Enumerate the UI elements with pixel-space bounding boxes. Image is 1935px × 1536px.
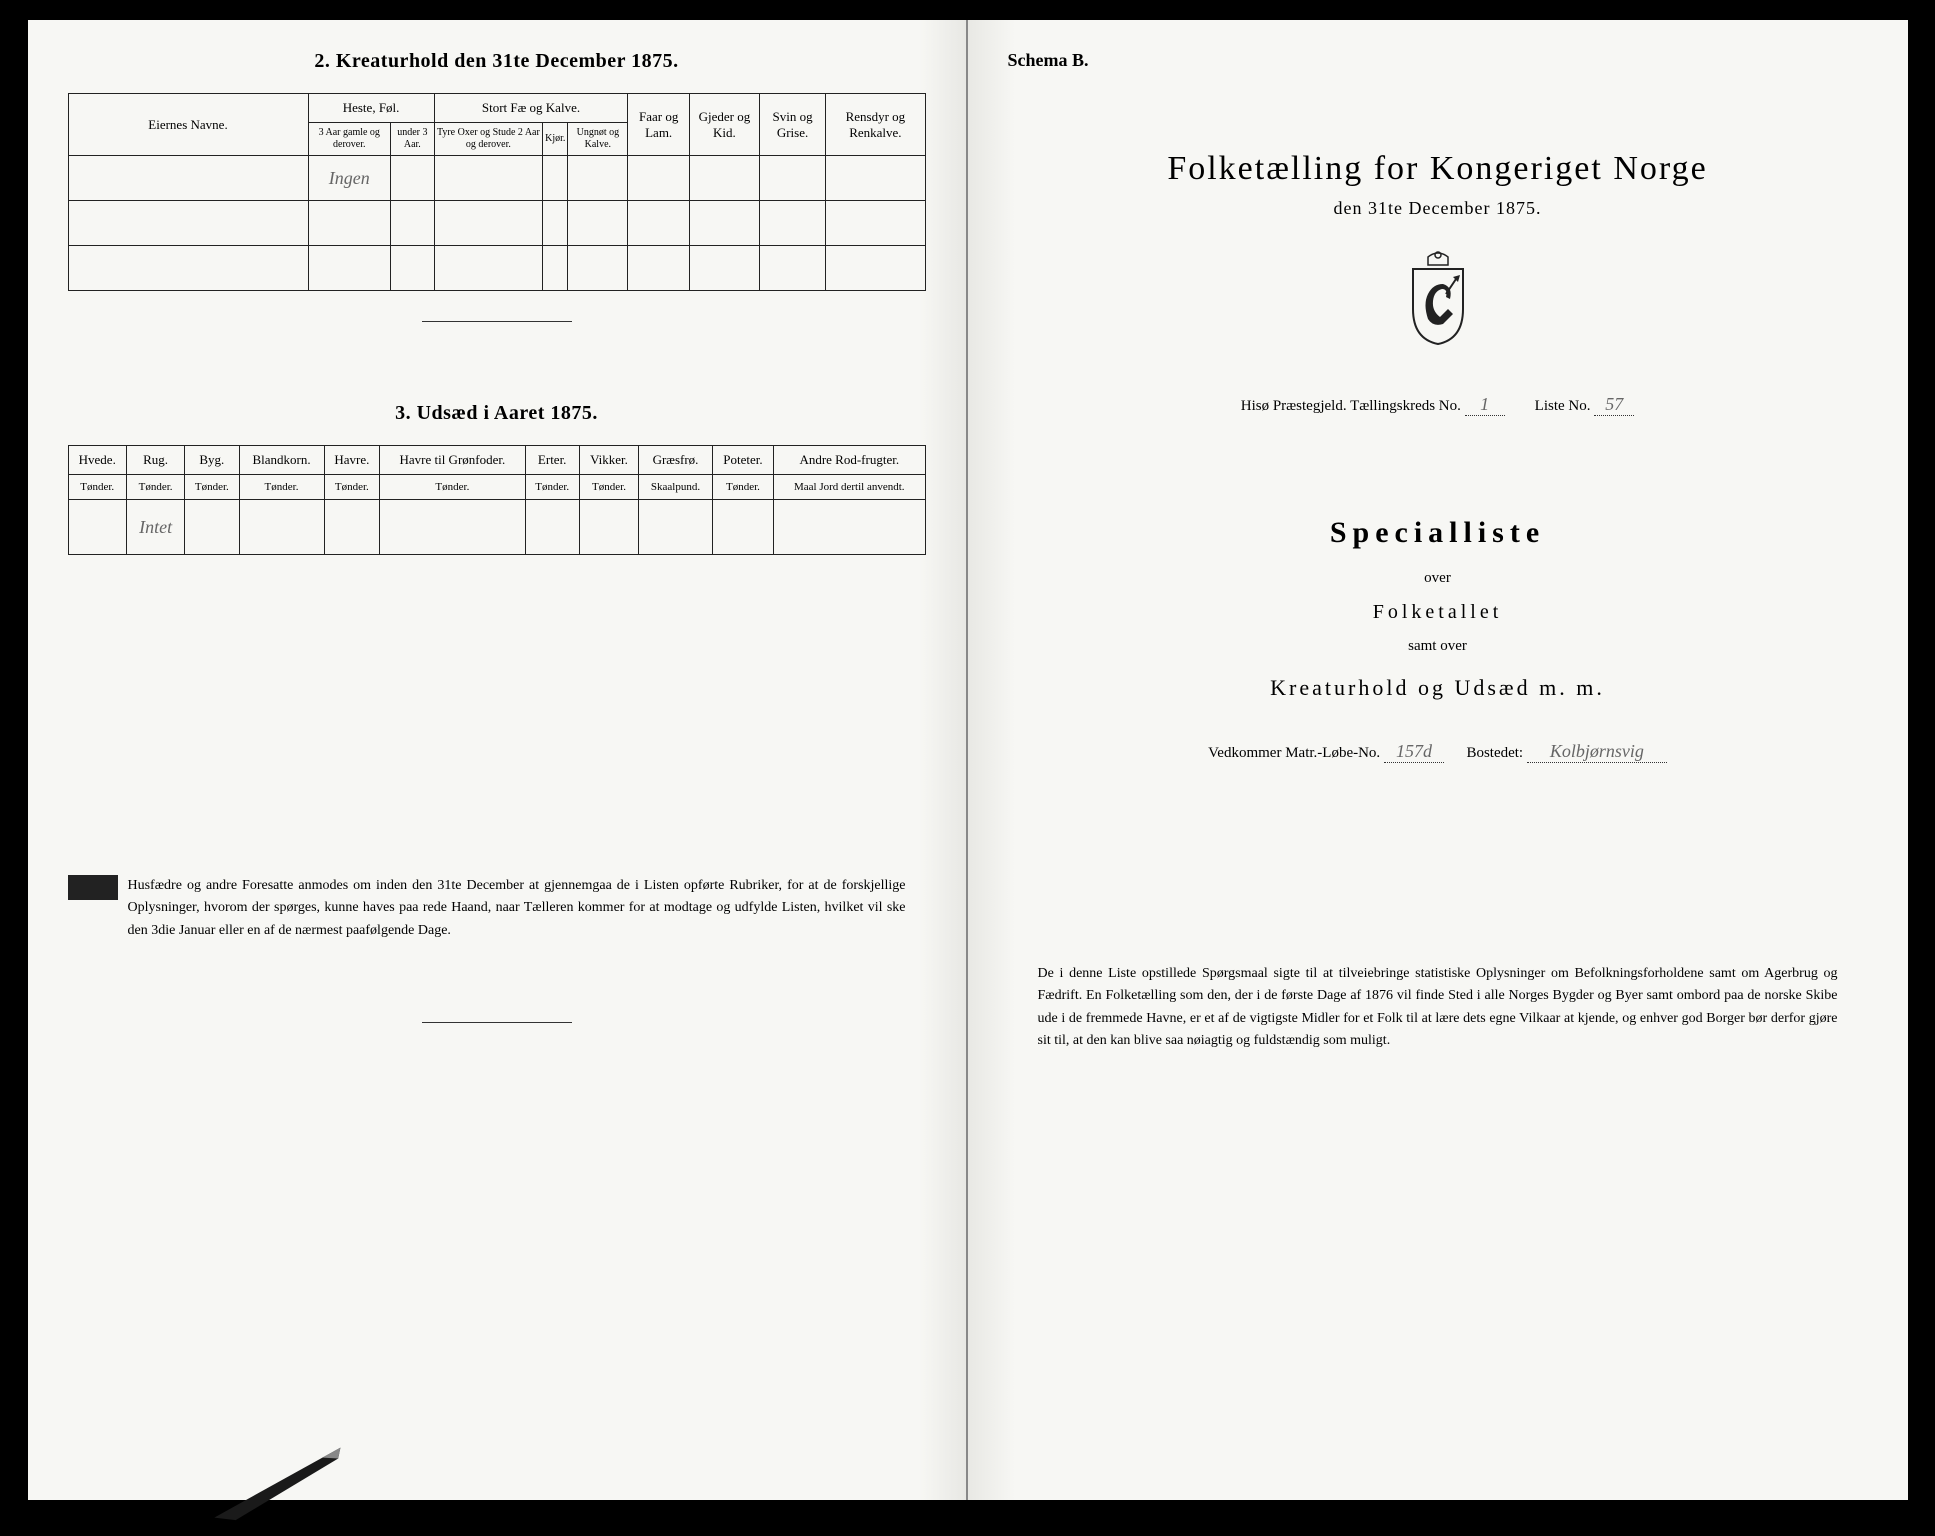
col-hvede: Hvede. bbox=[68, 446, 126, 475]
col-vikker: Vikker. bbox=[579, 446, 638, 475]
table-row: Ingen bbox=[68, 156, 925, 201]
divider bbox=[422, 1022, 572, 1023]
sub-heste1: 3 Aar gamle og derover. bbox=[308, 123, 391, 156]
folketallet-label: Folketallet bbox=[1008, 601, 1868, 624]
unit: Tønder. bbox=[324, 475, 380, 500]
unit: Skaalpund. bbox=[639, 475, 713, 500]
col-faar: Faar og Lam. bbox=[628, 94, 690, 156]
over-label: over bbox=[1008, 570, 1868, 587]
udsaed-table: Hvede. Rug. Byg. Blandkorn. Havre. Havre… bbox=[68, 445, 926, 555]
col-havre: Havre. bbox=[324, 446, 380, 475]
vedkommer-label1: Vedkommer Matr.-Løbe-No. bbox=[1208, 745, 1380, 761]
unit: Tønder. bbox=[712, 475, 773, 500]
samt-over-label: samt over bbox=[1008, 638, 1868, 655]
right-footnote: De i denne Liste opstillede Spørgsmaal s… bbox=[1008, 963, 1868, 1053]
pointing-hand-icon bbox=[68, 875, 118, 900]
book-spread: 2. Kreaturhold den 31te December 1875. E… bbox=[28, 20, 1908, 1500]
unit: Tønder. bbox=[525, 475, 579, 500]
schema-label: Schema B. bbox=[1008, 50, 1089, 71]
col-svin: Svin og Grise. bbox=[759, 94, 825, 156]
kreaturhold-table: Eiernes Navne. Heste, Føl. Stort Fæ og K… bbox=[68, 93, 926, 291]
section2-title: 2. Kreaturhold den 31te December 1875. bbox=[68, 50, 926, 73]
col-gjeder: Gjeder og Kid. bbox=[690, 94, 760, 156]
table-row bbox=[68, 246, 925, 291]
right-page: Schema B. Folketælling for Kongeriget No… bbox=[968, 20, 1908, 1500]
col-erter: Erter. bbox=[525, 446, 579, 475]
col-graesfro: Græsfrø. bbox=[639, 446, 713, 475]
parish-line: Hisø Præstegjeld. Tællingskreds No. 1 Li… bbox=[1008, 394, 1868, 416]
col-rensdyr: Rensdyr og Renkalve. bbox=[826, 94, 925, 156]
unit: Tønder. bbox=[380, 475, 525, 500]
bostedet: Kolbjørnsvig bbox=[1527, 741, 1667, 763]
divider bbox=[422, 321, 572, 322]
handwritten-intet: Intet bbox=[126, 500, 184, 555]
unit: Tønder. bbox=[579, 475, 638, 500]
matr-lobe-no: 157d bbox=[1384, 741, 1444, 763]
footnote-text: Husfædre og andre Foresatte anmodes om i… bbox=[128, 878, 906, 938]
main-title: Folketælling for Kongeriget Norge bbox=[1008, 150, 1868, 188]
handwritten-ingen: Ingen bbox=[308, 156, 391, 201]
liste-no: 57 bbox=[1594, 394, 1634, 416]
coat-of-arms-icon bbox=[1008, 249, 1868, 354]
col-blandkorn: Blandkorn. bbox=[239, 446, 324, 475]
col-rodfrugter: Andre Rod-frugter. bbox=[774, 446, 925, 475]
kreds-no: 1 bbox=[1465, 394, 1505, 416]
sub-fae2: Kjør. bbox=[543, 123, 568, 156]
table-row bbox=[68, 201, 925, 246]
sub-fae3: Ungnøt og Kalve. bbox=[568, 123, 628, 156]
liste-label: Liste No. bbox=[1535, 398, 1591, 414]
unit: Tønder. bbox=[68, 475, 126, 500]
unit: Maal Jord dertil anvendt. bbox=[774, 475, 925, 500]
vedkommer-label2: Bostedet: bbox=[1466, 745, 1523, 761]
unit: Tønder. bbox=[126, 475, 184, 500]
left-page: 2. Kreaturhold den 31te December 1875. E… bbox=[28, 20, 968, 1500]
grp-heste: Heste, Føl. bbox=[308, 94, 434, 123]
col-havre-gron: Havre til Grønfoder. bbox=[380, 446, 525, 475]
unit: Tønder. bbox=[185, 475, 239, 500]
sub-fae1: Tyre Oxer og Stude 2 Aar og derover. bbox=[434, 123, 542, 156]
col-byg: Byg. bbox=[185, 446, 239, 475]
unit: Tønder. bbox=[239, 475, 324, 500]
subtitle: den 31te December 1875. bbox=[1008, 198, 1868, 219]
grp-stortfae: Stort Fæ og Kalve. bbox=[434, 94, 628, 123]
table-row: Intet bbox=[68, 500, 925, 555]
pen-icon bbox=[203, 1443, 351, 1528]
col-eiernes: Eiernes Navne. bbox=[68, 94, 308, 156]
parish-label: Hisø Præstegjeld. Tællingskreds No. bbox=[1241, 398, 1461, 414]
col-poteter: Poteter. bbox=[712, 446, 773, 475]
specialliste-title: Specialliste bbox=[1008, 516, 1868, 550]
vedkommer-line: Vedkommer Matr.-Løbe-No. 157d Bostedet: … bbox=[1008, 741, 1868, 763]
kreatur-line: Kreaturhold og Udsæd m. m. bbox=[1008, 675, 1868, 701]
left-footnote: Husfædre og andre Foresatte anmodes om i… bbox=[68, 875, 926, 942]
sub-heste2: under 3 Aar. bbox=[391, 123, 435, 156]
section3-title: 3. Udsæd i Aaret 1875. bbox=[68, 402, 926, 425]
col-rug: Rug. bbox=[126, 446, 184, 475]
